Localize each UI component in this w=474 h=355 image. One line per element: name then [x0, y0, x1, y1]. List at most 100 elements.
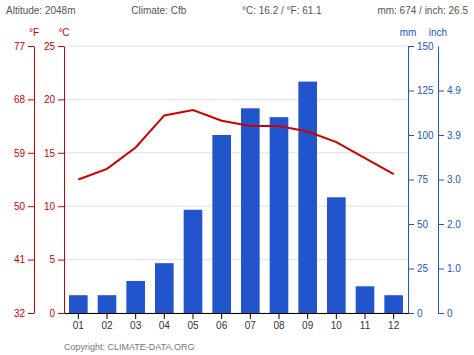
- tick-mark: [438, 313, 444, 314]
- tick-mark: [78, 313, 79, 319]
- tick: 07: [245, 313, 257, 331]
- y2-axis: 0 25 50 75 100 125 150: [408, 41, 434, 319]
- tick: 1.0: [438, 263, 461, 274]
- tick-label: 0: [447, 308, 453, 319]
- tick: 06: [216, 313, 228, 331]
- tick-mark: [438, 135, 444, 136]
- bar: [98, 295, 117, 313]
- grid-line: [64, 99, 408, 100]
- tick-mark: [28, 46, 34, 47]
- tick: 32: [14, 308, 34, 319]
- tick-mark: [408, 135, 414, 136]
- tick-mark: [408, 46, 414, 47]
- tick-label: 75: [417, 174, 429, 185]
- grid-line: [64, 46, 408, 47]
- tick: 04: [159, 313, 171, 331]
- tick-label: 150: [417, 41, 434, 52]
- tick-mark: [438, 224, 444, 225]
- bar: [298, 82, 317, 313]
- tick: 50: [408, 219, 429, 230]
- tick: 68: [14, 94, 34, 105]
- plot-area: [69, 82, 403, 313]
- tick: 08: [273, 313, 285, 331]
- tick-mark: [438, 269, 444, 270]
- tick-label: 50: [417, 219, 429, 230]
- tick-label: 41: [14, 254, 26, 265]
- bar: [356, 286, 375, 313]
- tick-label: 25: [44, 41, 56, 52]
- tick-mark: [58, 206, 64, 207]
- tick: 10: [331, 313, 343, 331]
- tick-label: 05: [187, 320, 199, 331]
- tick-label: 09: [302, 320, 314, 331]
- tick: 02: [101, 313, 113, 331]
- tick-mark: [307, 313, 308, 319]
- bar: [69, 295, 88, 313]
- tick-mark: [408, 180, 414, 181]
- tick-mark: [58, 153, 64, 154]
- tick-label: 10: [331, 320, 343, 331]
- tick: 50: [14, 201, 34, 212]
- tick: 59: [14, 148, 34, 159]
- tick: 25: [44, 41, 64, 52]
- tick: 2.0: [438, 219, 461, 230]
- tick: 15: [44, 148, 64, 159]
- tick-label: 1.0: [447, 263, 461, 274]
- tick-label: 25: [417, 263, 429, 274]
- tick: 150: [408, 41, 434, 52]
- tick-label: 50: [14, 201, 26, 212]
- tick-label: 11: [360, 320, 371, 331]
- tick-mark: [135, 313, 136, 319]
- tick-mark: [250, 313, 251, 319]
- tick-mark: [438, 91, 444, 92]
- tick: 01: [73, 313, 85, 331]
- axis-label: mm: [400, 27, 417, 38]
- tick: 3.0: [438, 174, 461, 185]
- tick-mark: [193, 313, 194, 319]
- tick-mark: [58, 99, 64, 100]
- grid-line: [64, 259, 408, 260]
- annotation: °C: 16.2 / °F: 61.1: [242, 5, 322, 16]
- tick-label: 125: [417, 85, 434, 96]
- tick-label: 3.0: [447, 174, 461, 185]
- axis-label: °F: [29, 27, 39, 38]
- tick: 100: [408, 130, 434, 141]
- x-axis: 01 02 03 04 05 06 07 08 09 10 11 12: [65, 313, 409, 331]
- tick: 09: [302, 313, 314, 331]
- tick-mark: [107, 313, 108, 319]
- chart: 0510152025324150596877025507510012515001…: [0, 0, 474, 355]
- tick-label: 4.9: [447, 85, 461, 96]
- tick-mark: [408, 269, 414, 270]
- tick-label: 77: [14, 41, 26, 52]
- tick: 41: [14, 254, 34, 265]
- tick: 10: [44, 201, 64, 212]
- tick-label: 5: [49, 254, 55, 265]
- tick-mark: [164, 313, 165, 319]
- annotation: Altitude: 2048m: [6, 5, 76, 16]
- tick-label: 0: [417, 308, 423, 319]
- tick-label: 03: [130, 320, 142, 331]
- copyright: Copyright: CLIMATE-DATA.ORG: [64, 342, 195, 352]
- tick: 5: [49, 254, 64, 265]
- tick-mark: [408, 91, 414, 92]
- bar: [155, 263, 174, 313]
- tick-label: 100: [417, 130, 434, 141]
- tick: 12: [388, 313, 400, 331]
- bar: [241, 108, 260, 313]
- tick: 0: [438, 308, 453, 319]
- tick-mark: [58, 46, 64, 47]
- tick-label: 68: [14, 94, 26, 105]
- tick-label: 3.9: [447, 130, 461, 141]
- tick-mark: [438, 180, 444, 181]
- tick-label: 59: [14, 148, 26, 159]
- bar-series: [69, 82, 403, 313]
- tick-label: 15: [44, 148, 56, 159]
- axis-domain: [64, 47, 65, 314]
- tick-label: 08: [273, 320, 285, 331]
- bar: [327, 197, 346, 313]
- axis-label: °C: [58, 27, 69, 38]
- y-axis: 0510152025: [44, 41, 65, 319]
- tick-label: 0: [49, 308, 55, 319]
- tick: 0: [408, 308, 423, 319]
- tick-mark: [58, 313, 64, 314]
